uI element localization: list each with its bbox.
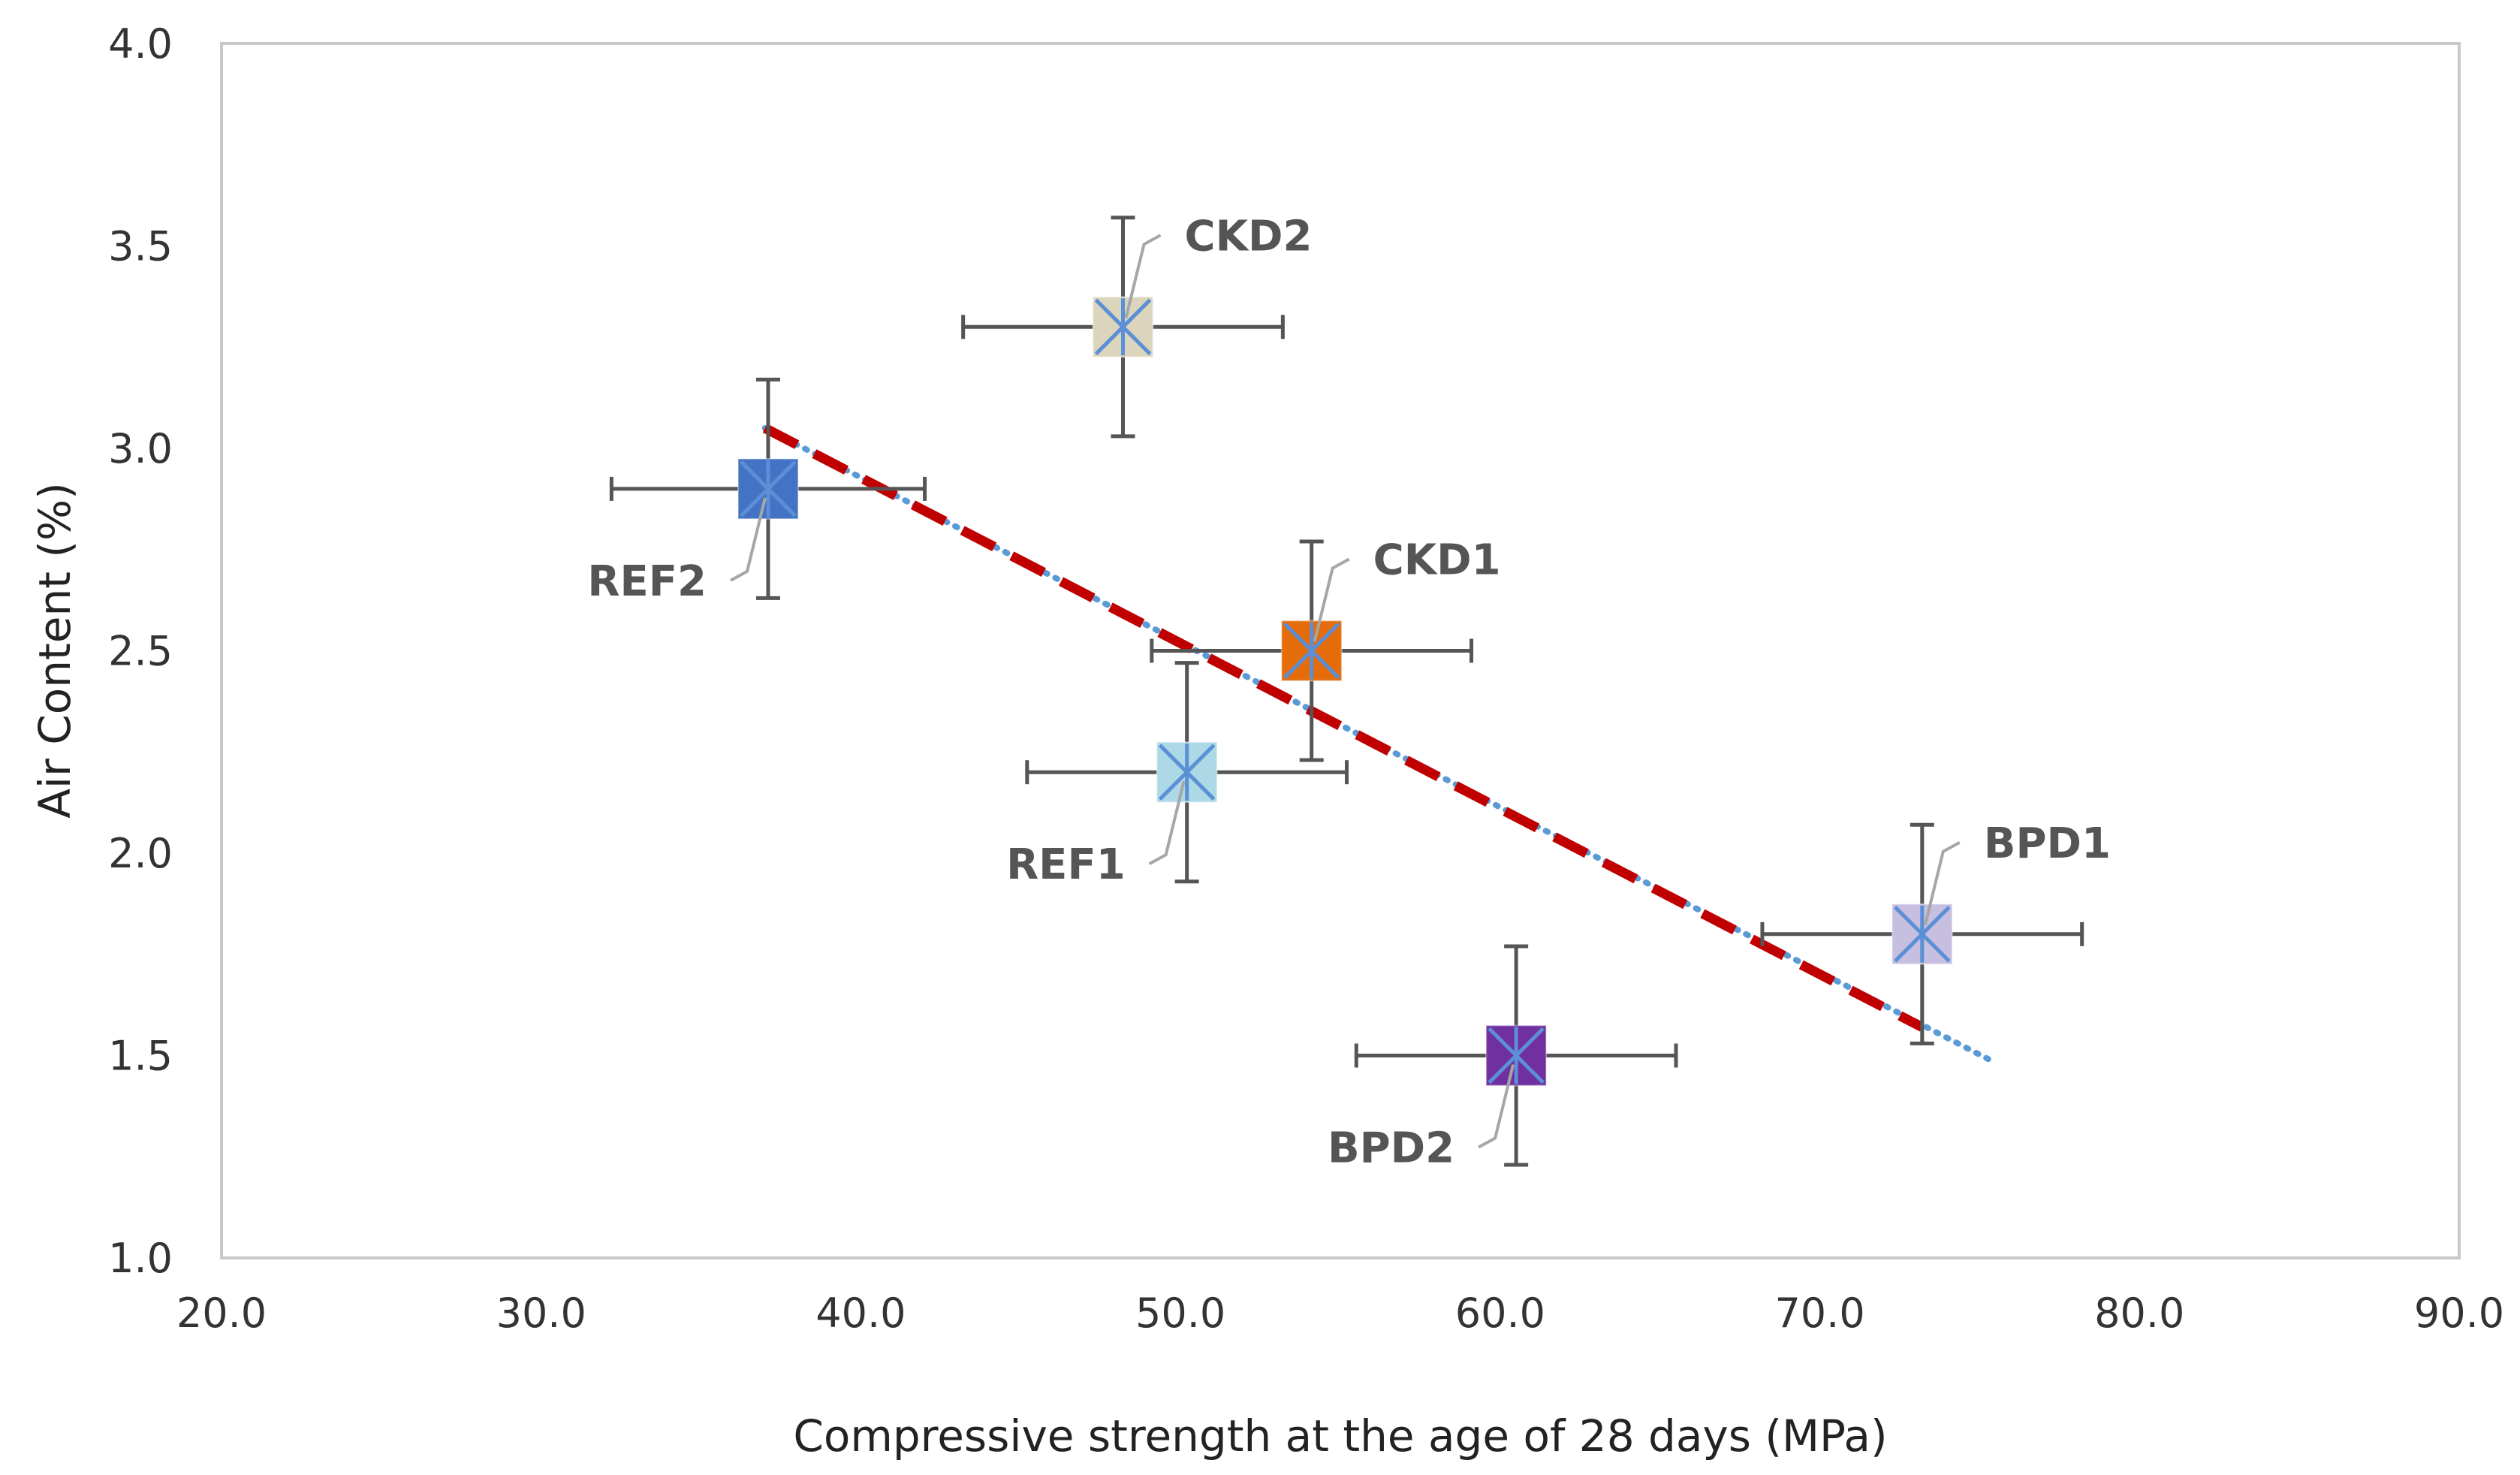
point-label-ref1: REF1 [1006, 840, 1126, 889]
fit-line-dashed [762, 424, 1925, 1032]
y-tick-labels: 1.0 1.5 2.0 2.5 3.0 3.5 4.0 [108, 20, 173, 1282]
marker-bpd1 [1891, 903, 1953, 965]
y-tick-label: 3.5 [108, 223, 173, 270]
leader-line-bpd2 [1478, 1064, 1515, 1149]
leader-line-ckd2 [1124, 234, 1162, 318]
y-tick-label: 4.0 [108, 20, 173, 68]
marker-ckd1 [1280, 620, 1343, 682]
x-tick-label: 80.0 [2094, 1289, 2184, 1337]
x-tick-label: 50.0 [1135, 1289, 1225, 1337]
x-tick-label: 30.0 [496, 1289, 586, 1337]
point-label-ckd2: CKD2 [1185, 212, 1313, 261]
leader-line-bpd1 [1923, 841, 1961, 926]
x-tick-label: 20.0 [176, 1289, 267, 1337]
y-tick-label: 2.0 [108, 830, 173, 877]
x-tick-label: 60.0 [1455, 1289, 1545, 1337]
y-tick-label: 3.0 [108, 425, 173, 472]
marker-bpd2 [1485, 1024, 1548, 1087]
point-label-bpd1: BPD1 [1984, 819, 2111, 868]
plot-area-frame [220, 42, 2461, 1259]
y-tick-label: 1.0 [108, 1235, 173, 1282]
marker-ckd2 [1092, 296, 1154, 358]
y-tick-label: 1.5 [108, 1033, 173, 1080]
x-tick-labels: 20.0 30.0 40.0 50.0 60.0 70.0 80.0 90.0 [176, 1289, 2504, 1337]
marker-ref1 [1156, 741, 1218, 804]
y-axis-title: Air Content (%) [29, 482, 80, 819]
leader-line-ref2 [730, 497, 767, 582]
leader-line-ref1 [1148, 780, 1186, 865]
point-label-ckd1: CKD1 [1373, 536, 1501, 585]
x-tick-label: 90.0 [2414, 1289, 2504, 1337]
point-labels: REF2 CKD2 CKD1 REF1 BPD1 BPD2 [587, 212, 2111, 1172]
x-axis-title: Compressive strength at the age of 28 da… [793, 1410, 1887, 1461]
error-bars [609, 216, 2084, 1167]
y-tick-label: 2.5 [108, 628, 173, 675]
marker-ref2 [737, 457, 799, 520]
point-label-bpd2: BPD2 [1328, 1124, 1454, 1173]
x-tick-label: 70.0 [1774, 1289, 1864, 1337]
x-tick-label: 40.0 [815, 1289, 906, 1337]
trend-lines [761, 424, 1993, 1063]
leader-line-ckd1 [1313, 557, 1350, 642]
data-markers [737, 296, 1953, 1087]
point-label-ref2: REF2 [587, 557, 707, 606]
